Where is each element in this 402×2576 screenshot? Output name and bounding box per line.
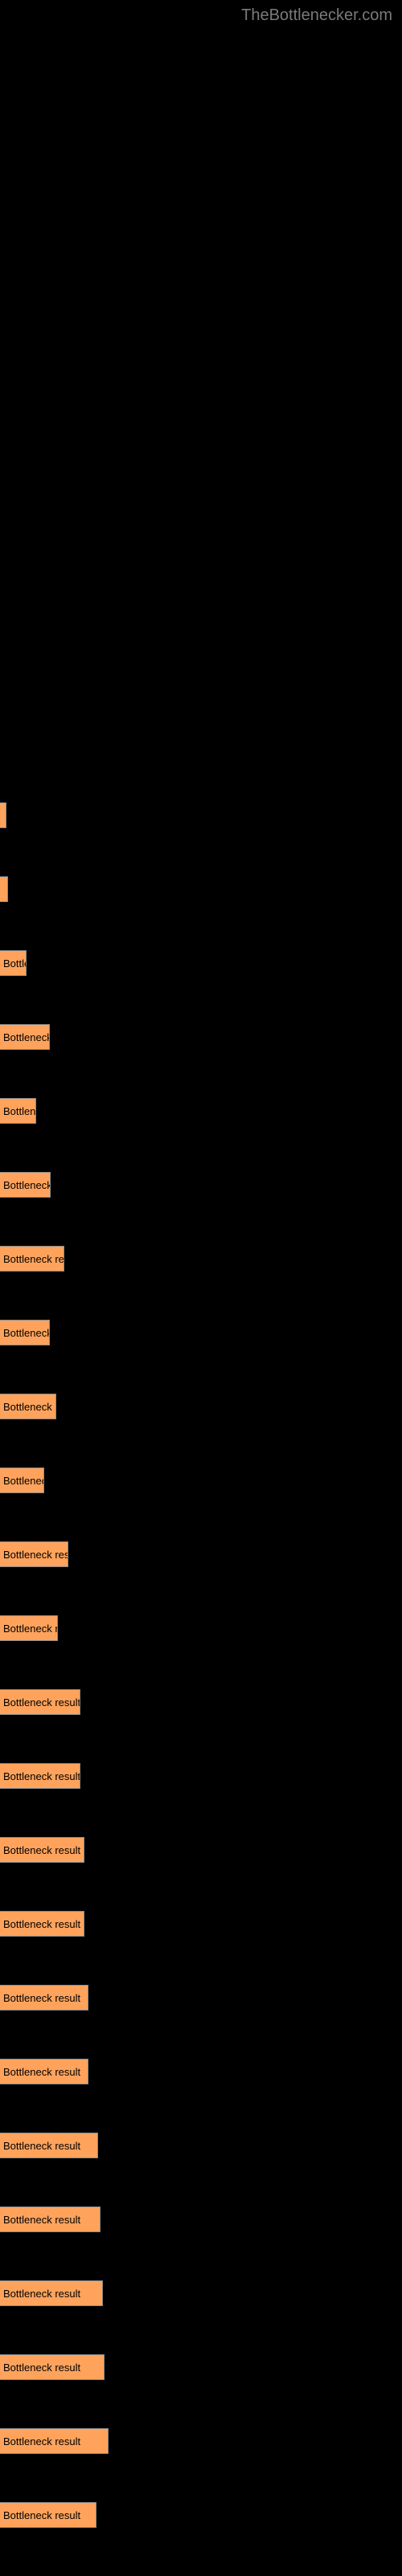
row-gap	[0, 1641, 402, 1689]
chart-bar: Bottleneck result	[0, 1763, 80, 1789]
chart-bar: Bottle	[0, 950, 27, 976]
chart-row: Bottleneck re	[0, 1615, 402, 1641]
row-gap	[0, 828, 402, 876]
chart-row: Bottleneck result	[0, 1763, 402, 1789]
chart-bar: Bottleneck re	[0, 1615, 58, 1641]
chart-bar: Bottleneck result	[0, 1837, 84, 1863]
row-gap	[0, 1863, 402, 1911]
chart-bar: Bottleneck result	[0, 2502, 96, 2528]
chart-bar: Bottleneck result	[0, 1689, 80, 1715]
bar-label-text: Bottleneck r	[3, 1327, 50, 1339]
row-gap	[0, 1124, 402, 1172]
chart-row: Bottleneck result	[0, 1911, 402, 1937]
row-gap	[0, 902, 402, 950]
row-gap	[0, 1198, 402, 1246]
chart-bar: Bottleneck r	[0, 1320, 50, 1345]
bar-label-text: Bottleneck result	[3, 2509, 80, 2521]
chart-bar: Bottleneck result	[0, 2059, 88, 2084]
bar-label-text: Bottleneck re	[3, 1623, 58, 1635]
chart-row: Bottle	[0, 950, 402, 976]
bar-label-text: Bottleneck result	[3, 2362, 80, 2374]
bar-label-text: Bottleneck result	[3, 1770, 80, 1782]
row-gap	[0, 2084, 402, 2133]
chart-row: Bottleneck result	[0, 2059, 402, 2084]
bar-label-text: Bottleneck rest	[3, 1253, 64, 1265]
bar-label-text: Bottleneck result	[3, 2140, 80, 2152]
chart-row: Bottleneck result	[0, 2502, 402, 2528]
chart-row: Bottleneck result	[0, 2133, 402, 2158]
chart-bar	[0, 876, 8, 902]
header-spacer	[0, 31, 402, 802]
chart-bar: Bottleneck rest	[0, 1246, 64, 1272]
chart-bar: Bottleneck result	[0, 2428, 109, 2454]
chart-container: Bottle Bottleneck Bottlen Bottleneck r Bottl…	[0, 802, 402, 2576]
row-gap	[0, 1567, 402, 1615]
bar-label-text: Bottlenec	[3, 1475, 44, 1487]
bar-label-text: Bottle	[3, 957, 27, 970]
row-gap	[0, 2528, 402, 2576]
chart-bar: Bottleneck result	[0, 2354, 105, 2380]
bar-label-text: Bottleneck resu	[3, 1549, 68, 1561]
row-gap	[0, 2158, 402, 2207]
row-gap	[0, 976, 402, 1024]
chart-row: Bottleneck result	[0, 2280, 402, 2306]
chart-bar: Bottlen	[0, 1098, 36, 1124]
row-gap	[0, 1715, 402, 1763]
chart-row: Bottleneck result	[0, 2354, 402, 2380]
chart-row	[0, 876, 402, 902]
row-gap	[0, 1493, 402, 1541]
chart-bar: Bottleneck result	[0, 2207, 100, 2232]
chart-row: Bottleneck resu	[0, 1541, 402, 1567]
chart-bar: Bottleneck re	[0, 1394, 56, 1419]
bar-label-text: Bottleneck result	[3, 2288, 80, 2300]
chart-row: Bottlenec	[0, 1468, 402, 1493]
watermark: TheBottlenecker.com	[0, 0, 402, 31]
chart-bar: Bottleneck result	[0, 1985, 88, 2011]
row-gap	[0, 1345, 402, 1394]
bar-label-text: Bottleneck result	[3, 2066, 80, 2078]
row-gap	[0, 2232, 402, 2280]
chart-row: Bottleneck result	[0, 1837, 402, 1863]
chart-bar: Bottleneck result	[0, 1911, 84, 1937]
bar-label-text: Bottleneck result	[3, 2214, 80, 2226]
row-gap	[0, 2306, 402, 2354]
bar-label-text: Bottleneck result	[3, 1992, 80, 2004]
row-gap	[0, 2380, 402, 2428]
chart-row	[0, 802, 402, 828]
chart-bar: Bottleneck	[0, 1024, 50, 1050]
bar-label-text: Bottleneck result	[3, 1918, 80, 1930]
bar-label-text: Bottlen	[3, 1105, 35, 1117]
chart-row: Bottleneck result	[0, 1689, 402, 1715]
chart-row: Bottleneck result	[0, 2428, 402, 2454]
chart-bar: Bottleneck r	[0, 1172, 51, 1198]
row-gap	[0, 1419, 402, 1468]
row-gap	[0, 1272, 402, 1320]
chart-row: Bottleneck result	[0, 2207, 402, 2232]
row-gap	[0, 2011, 402, 2059]
row-gap	[0, 1937, 402, 1985]
chart-bar	[0, 802, 6, 828]
chart-row: Bottleneck result	[0, 1985, 402, 2011]
row-gap	[0, 1789, 402, 1837]
chart-row: Bottleneck re	[0, 1394, 402, 1419]
bar-label-text: Bottleneck result	[3, 1696, 80, 1708]
chart-bar: Bottleneck resu	[0, 1541, 68, 1567]
chart-row: Bottleneck r	[0, 1172, 402, 1198]
chart-row: Bottleneck rest	[0, 1246, 402, 1272]
row-gap	[0, 2454, 402, 2502]
bar-label-text: Bottleneck result	[3, 2435, 80, 2447]
chart-bar: Bottleneck result	[0, 2133, 98, 2158]
chart-row: Bottleneck r	[0, 1320, 402, 1345]
chart-bar: Bottleneck result	[0, 2280, 103, 2306]
row-gap	[0, 1050, 402, 1098]
bar-label-text: Bottleneck result	[3, 1844, 80, 1856]
chart-bar: Bottlenec	[0, 1468, 44, 1493]
bar-label-text: Bottleneck	[3, 1031, 50, 1043]
bar-label-text: Bottleneck re	[3, 1401, 56, 1413]
bar-label-text: Bottleneck r	[3, 1179, 51, 1191]
chart-row: Bottlen	[0, 1098, 402, 1124]
chart-row: Bottleneck	[0, 1024, 402, 1050]
